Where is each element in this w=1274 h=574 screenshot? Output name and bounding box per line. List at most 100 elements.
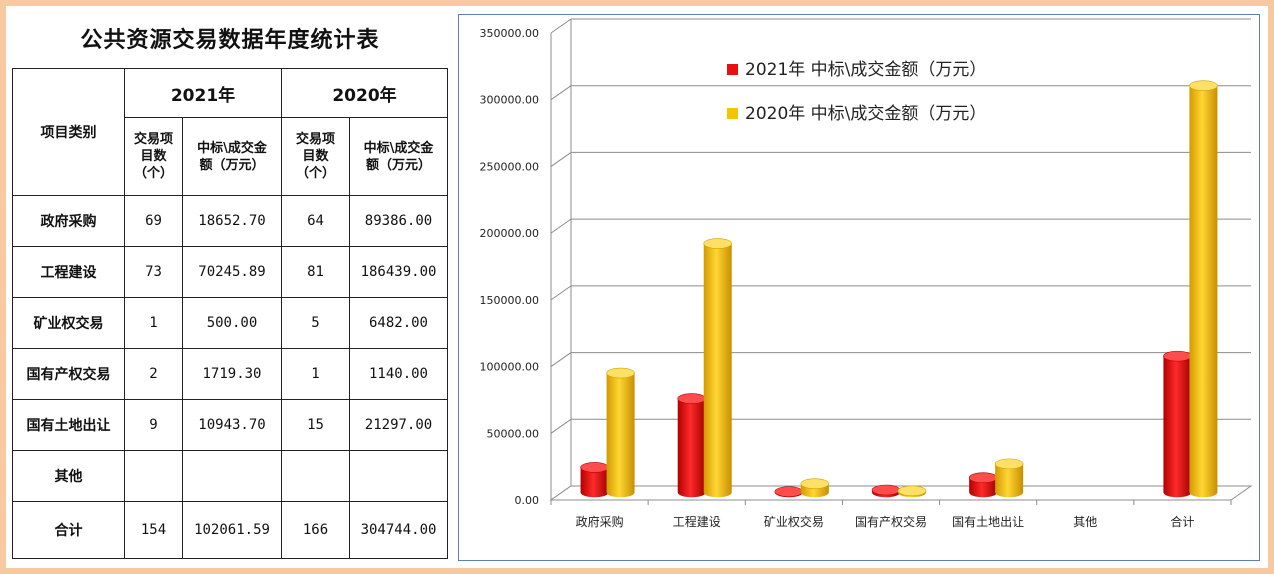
grid-line-side	[550, 18, 572, 34]
bar-top	[800, 478, 830, 489]
count-header-line: （个）	[295, 166, 335, 181]
bar-top	[580, 462, 609, 473]
cell-a2021: 10943.70	[182, 399, 282, 451]
chart-panel: 0.00 50000.00 100000.00 150000.00 200000.00 2…	[458, 14, 1260, 561]
bar-top	[677, 393, 707, 404]
x-tick-label: 国有土地出让	[952, 515, 1024, 529]
table-title: 公共资源交易数据年度统计表	[80, 28, 380, 53]
count-header-2021: 交易项 目数 （个）	[124, 117, 183, 196]
bar-top	[1163, 350, 1192, 362]
bar-top	[968, 472, 998, 483]
cell-c2021	[124, 450, 183, 502]
y-tick-label: 250000.00	[480, 160, 540, 173]
bar-2020	[1189, 85, 1218, 498]
cell-a2020: 21297.00	[349, 399, 448, 451]
x-tick-label: 国有产权交易	[855, 514, 927, 529]
x-tick-label: 矿业权交易	[764, 514, 824, 529]
x-tick-label: 其他	[1073, 515, 1097, 529]
count-header-line: 交易项	[295, 132, 335, 147]
cell-a2020: 6482.00	[349, 297, 448, 349]
y-tick-label: 50000.00	[487, 427, 540, 440]
table-header-row-subs: 交易项 目数 （个） 中标\成交金 额（万元） 交易项 目数 （个） 中标\成交…	[13, 117, 448, 196]
row-category: 其他	[12, 450, 125, 502]
bar-2020	[606, 373, 635, 498]
legend-swatch	[727, 108, 738, 119]
grid-line-side	[550, 218, 572, 234]
y-tick-label: 200000.00	[480, 227, 540, 240]
bar-2021	[580, 467, 609, 498]
count-header-line: 目数	[302, 149, 329, 164]
cell-c2021: 69	[124, 195, 183, 247]
row-category: 合计	[12, 501, 125, 559]
amount-header-line: 中标\成交金	[363, 140, 434, 156]
grid-line-side	[550, 152, 572, 167]
cell-c2020: 5	[281, 297, 350, 349]
table-row: 矿业权交易 1 500.00 5 6482.00	[12, 297, 448, 349]
row-category: 国有产权交易	[12, 348, 125, 400]
year-header-2021: 2021年	[124, 68, 282, 118]
cell-c2020	[281, 450, 350, 502]
grid-line-side	[550, 285, 572, 301]
cell-a2021: 102061.59	[182, 501, 282, 559]
count-header-2020: 交易项 目数 （个）	[281, 117, 350, 196]
cell-a2020	[349, 450, 448, 502]
bar-top	[703, 238, 733, 249]
bar-2020	[995, 463, 1024, 498]
cell-c2020: 15	[281, 399, 350, 451]
cell-c2021: 1	[124, 297, 183, 349]
row-category: 工程建设	[12, 246, 125, 298]
cell-c2020: 166	[281, 501, 350, 559]
legend-label: 2021年 中标\成交金额（万元）	[745, 60, 986, 80]
count-header-line: 交易项	[133, 132, 173, 147]
bar-2021	[1163, 356, 1192, 498]
year-header-2020: 2020年	[281, 68, 448, 118]
amount-header-line: 中标\成交金	[197, 140, 267, 156]
bar-top	[871, 484, 901, 496]
y-tick-label: 0.00	[515, 494, 540, 507]
cell-a2020: 1140.00	[349, 348, 448, 400]
count-header-line: 目数	[140, 149, 167, 164]
x-tick-label: 政府采购	[576, 514, 624, 529]
cell-c2021: 154	[124, 501, 183, 559]
cell-a2021: 500.00	[182, 297, 282, 349]
cell-a2021	[182, 450, 282, 502]
grid-line-side	[550, 418, 572, 434]
y-tick-label: 150000.00	[480, 294, 540, 307]
y-tick-label: 100000.00	[480, 361, 540, 374]
grid-line-side	[550, 352, 572, 367]
cell-a2021: 18652.70	[182, 195, 282, 247]
amount-header-line: 额（万元）	[199, 157, 265, 173]
table-row: 合计 154 102061.59 166 304744.00	[12, 501, 448, 559]
amount-header-2020: 中标\成交金 额（万元）	[349, 117, 448, 196]
amount-header-line: 额（万元）	[365, 157, 431, 173]
cell-c2020: 1	[281, 348, 350, 400]
table-row: 国有土地出让 9 10943.70 15 21297.00	[12, 399, 448, 451]
table-row: 其他	[12, 450, 448, 502]
amount-header-2021: 中标\成交金 额（万元）	[182, 117, 282, 196]
cell-a2021: 70245.89	[182, 246, 282, 298]
category-header: 项目类别	[12, 68, 125, 196]
table-row: 政府采购 69 18652.70 64 89386.00	[12, 195, 448, 247]
cell-c2021: 2	[124, 348, 183, 400]
bar-top	[994, 458, 1024, 470]
row-category: 政府采购	[12, 195, 125, 247]
table-row: 工程建设 73 70245.89 81 186439.00	[12, 246, 448, 298]
x-tick-label: 工程建设	[673, 514, 721, 529]
legend-label: 2020年 中标\成交金额（万元）	[745, 104, 986, 124]
x-tick-label: 合计	[1170, 514, 1194, 529]
bar-2020	[703, 243, 732, 498]
cell-c2020: 81	[281, 246, 350, 298]
bar-chart: 0.00 50000.00 100000.00 150000.00 200000.00 2…	[480, 18, 1253, 529]
table-row: 国有产权交易 2 1719.30 1 1140.00	[12, 348, 448, 400]
grid-line-side	[550, 85, 572, 101]
cell-a2020: 89386.00	[349, 195, 448, 247]
cell-a2020: 186439.00	[349, 246, 448, 298]
row-category: 矿业权交易	[12, 297, 125, 349]
bar-top	[606, 367, 635, 379]
bar-2021	[677, 398, 706, 498]
cell-c2021: 73	[124, 246, 183, 298]
cell-c2020: 64	[281, 195, 350, 247]
bar-top	[897, 485, 927, 497]
legend-swatch	[727, 64, 738, 75]
bar-top	[1189, 80, 1218, 91]
